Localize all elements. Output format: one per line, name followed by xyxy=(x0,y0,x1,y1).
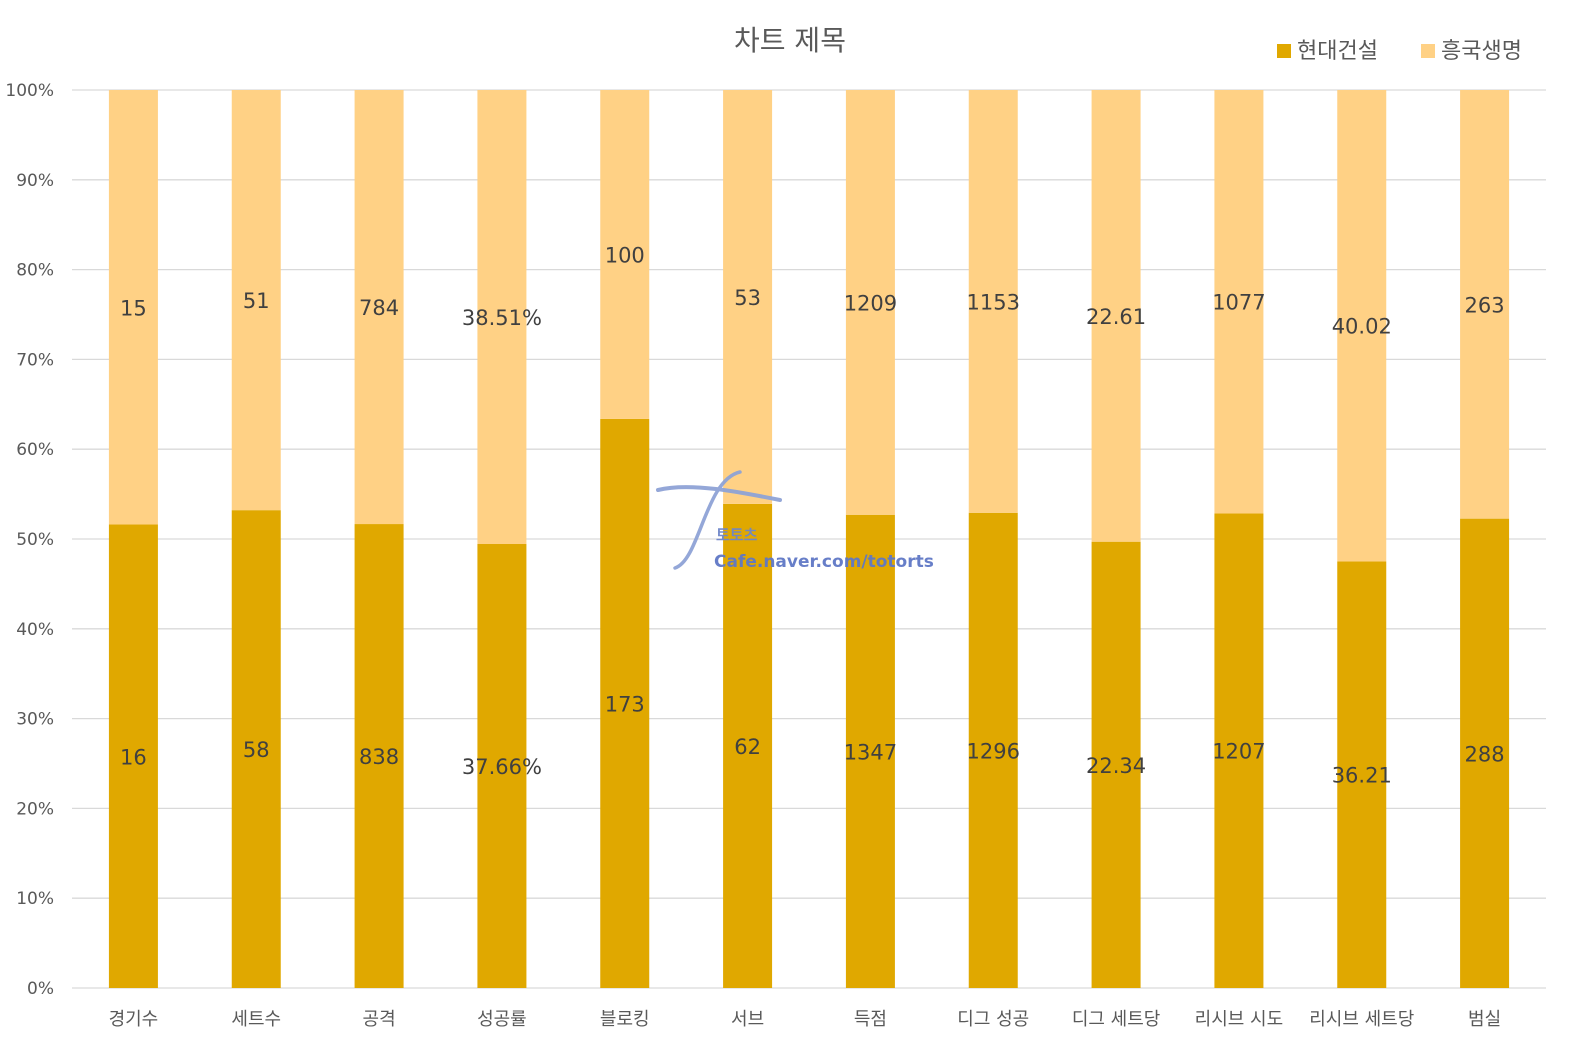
watermark-logo: 토토츠 Cafe.naver.com/totorts xyxy=(656,470,934,572)
watermark-text-2: Cafe.naver.com/totorts xyxy=(714,552,934,572)
data-label-series-2: 38.51% xyxy=(462,306,542,330)
bar-series-2 xyxy=(1091,90,1141,542)
bar-series-2 xyxy=(845,90,895,515)
legend-swatch-series-1 xyxy=(1277,44,1291,58)
y-tick-label: 80% xyxy=(16,261,54,281)
y-tick-label: 0% xyxy=(27,979,54,999)
bar-series-2 xyxy=(231,90,281,511)
x-tick-label: 블로킹 xyxy=(600,1009,650,1030)
bar-series-2 xyxy=(723,90,773,504)
bar-series-2 xyxy=(108,90,158,525)
x-axis: 경기수 세트수 공격 성공률 블로킹 서브 득점 디그 성공 디그 세트당 리시브 시도 리시브 세… xyxy=(109,1009,1502,1030)
x-tick-label: 리시브 시도 xyxy=(1195,1009,1284,1030)
x-tick-label: 범실 xyxy=(1468,1009,1501,1030)
x-tick-label: 공격 xyxy=(363,1009,396,1030)
data-label-series-1: 58 xyxy=(243,738,270,762)
data-label-series-2: 1077 xyxy=(1212,291,1265,315)
data-label-series-1: 22.34 xyxy=(1086,754,1146,778)
bar-series-2 xyxy=(354,90,404,525)
data-label-series-2: 40.02 xyxy=(1332,315,1392,339)
bar-series-1 xyxy=(600,418,650,988)
bar-series-2 xyxy=(600,90,650,419)
x-tick-label: 디그 성공 xyxy=(957,1009,1029,1030)
bar-series-1 xyxy=(968,512,1018,988)
x-tick-label: 서브 xyxy=(731,1009,764,1030)
data-labels: 16 15 58 51 838 784 37.66% 38.51% 173 100 62 53 1347… xyxy=(120,243,1505,787)
data-label-series-1: 838 xyxy=(359,745,399,769)
legend-swatch-series-2 xyxy=(1421,44,1435,58)
watermark-stroke xyxy=(673,470,742,570)
x-tick-label: 리시브 세트당 xyxy=(1309,1009,1414,1030)
legend-label-series-1: 현대건설 xyxy=(1297,39,1378,64)
data-label-series-2: 100 xyxy=(605,243,645,267)
y-tick-label: 50% xyxy=(16,530,54,550)
x-tick-label: 성공률 xyxy=(477,1009,527,1030)
x-tick-label: 세트수 xyxy=(231,1009,281,1030)
data-label-series-2: 1209 xyxy=(844,291,897,315)
data-label-series-1: 173 xyxy=(605,692,645,716)
watermark-swoosh xyxy=(656,485,782,502)
bar-series-1 xyxy=(1214,513,1264,988)
data-label-series-1: 16 xyxy=(120,745,147,769)
data-label-series-2: 15 xyxy=(120,296,147,320)
bars xyxy=(108,90,1510,988)
bar-series-1 xyxy=(1337,561,1387,988)
data-label-series-2: 784 xyxy=(359,296,399,320)
legend-label-series-2: 흥국생명 xyxy=(1441,39,1522,64)
y-tick-label: 100% xyxy=(5,81,54,101)
bar-series-2 xyxy=(968,90,1018,513)
bar-series-1 xyxy=(723,503,773,988)
bar-series-2 xyxy=(1337,90,1387,562)
watermark-text-1: 토토츠 xyxy=(716,526,758,544)
bar-series-2 xyxy=(1214,90,1264,514)
data-label-series-1: 1347 xyxy=(844,740,897,764)
legend: 현대건설 흥국생명 xyxy=(1277,39,1522,64)
y-tick-label: 20% xyxy=(16,799,54,819)
y-tick-label: 40% xyxy=(16,620,54,640)
bar-series-1 xyxy=(1460,518,1510,988)
x-tick-label: 경기수 xyxy=(109,1009,159,1030)
data-label-series-1: 288 xyxy=(1465,742,1505,766)
y-tick-label: 30% xyxy=(16,710,54,730)
data-label-series-1: 1207 xyxy=(1212,740,1265,764)
data-label-series-1: 62 xyxy=(734,735,761,759)
data-label-series-2: 22.61 xyxy=(1086,305,1146,329)
data-label-series-1: 1296 xyxy=(967,739,1020,763)
bar-series-1 xyxy=(108,524,158,988)
bar-series-1 xyxy=(354,524,404,988)
data-label-series-1: 37.66% xyxy=(462,755,542,779)
gridlines xyxy=(72,89,1546,989)
y-axis: 0% 10% 20% 30% 40% 50% 60% 70% 80% 90% 100% xyxy=(5,81,54,999)
bar-series-1 xyxy=(1091,541,1141,988)
data-label-series-2: 263 xyxy=(1465,293,1505,317)
bar-series-1 xyxy=(231,510,281,988)
bar-series-2 xyxy=(477,90,527,545)
data-label-series-1: 36.21 xyxy=(1332,764,1392,788)
x-tick-label: 디그 세트당 xyxy=(1072,1009,1161,1030)
y-tick-label: 60% xyxy=(16,440,54,460)
y-tick-label: 70% xyxy=(16,350,54,370)
data-label-series-2: 53 xyxy=(734,286,761,310)
data-label-series-2: 1153 xyxy=(967,290,1020,314)
x-tick-label: 득점 xyxy=(854,1009,887,1030)
data-label-series-2: 51 xyxy=(243,289,270,313)
y-tick-label: 10% xyxy=(16,889,54,909)
bar-series-1 xyxy=(477,544,527,988)
bar-series-1 xyxy=(845,514,895,988)
y-tick-label: 90% xyxy=(16,171,54,191)
bar-series-2 xyxy=(1460,90,1510,519)
chart-title: 차트 제목 xyxy=(734,24,846,57)
